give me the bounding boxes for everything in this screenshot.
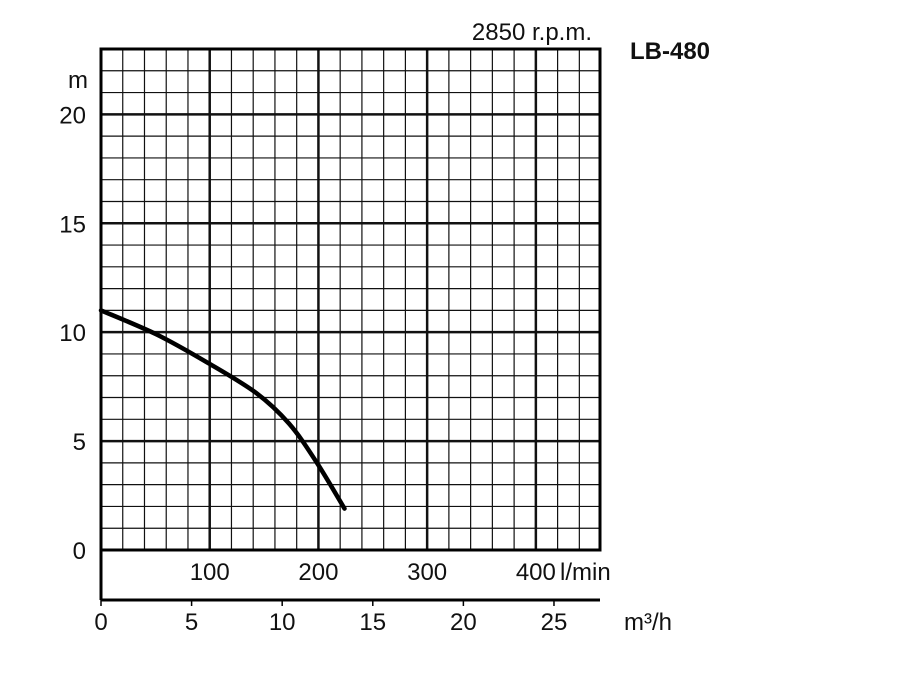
y-axis-label: m [68,67,88,94]
x2-tick-label: 20 [450,609,477,636]
x2-tick-label: 0 [94,609,107,636]
y-tick-label: 10 [59,320,86,347]
x-axis-label: l/min [560,559,611,586]
x2-tick-label: 10 [269,609,296,636]
x-tick-label: 400 [516,559,556,586]
x-tick-label: 200 [298,559,338,586]
pump-curve-line [98,308,347,511]
y-tick-label: 5 [73,429,86,456]
x-tick-label: 300 [407,559,447,586]
chart-subtitle: 2850 r.p.m. [472,19,592,46]
x2-tick-label: 5 [185,609,198,636]
x-tick-label: 100 [190,559,230,586]
y-tick-label: 0 [73,538,86,565]
x2-tick-label: 25 [541,609,568,636]
x2-tick-label: 15 [359,609,386,636]
y-tick-label: 20 [59,102,86,129]
plot-frame [99,47,602,552]
x2-axis-label: m³/h [624,609,672,636]
chart-title: LB-480 [630,38,710,65]
y-tick-label: 15 [59,211,86,238]
